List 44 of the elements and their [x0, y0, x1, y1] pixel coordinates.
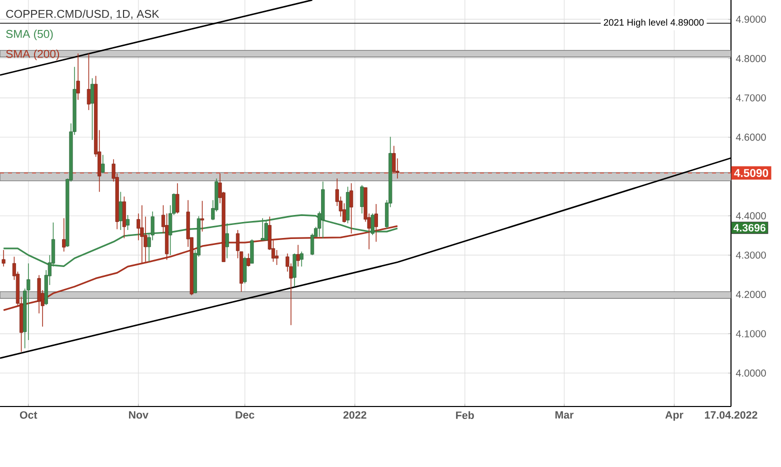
ref-line-label: 2021 High level 4.89000 — [604, 18, 704, 28]
y-tick-label: 4.2000 — [736, 290, 766, 298]
candlestick — [62, 218, 66, 252]
candlestick — [126, 214, 130, 230]
x-tick-label: 17.04.2022 — [704, 411, 758, 419]
annotation: 4.3696 — [733, 224, 766, 232]
y-tick-label: 4.4000 — [736, 212, 766, 220]
y-tick-label: 4.6000 — [736, 134, 766, 141]
y-tick-label: 4.7000 — [736, 94, 766, 102]
candlestick — [243, 256, 247, 284]
candlestick — [200, 200, 204, 232]
x-tick-label: Feb — [456, 411, 474, 420]
candlestick — [360, 184, 364, 214]
x-tick-label: Mar — [555, 411, 574, 419]
candlestick — [264, 220, 268, 241]
x-tick-label: Oct — [20, 411, 38, 419]
candlestick — [300, 251, 304, 267]
candlestick — [118, 191, 122, 230]
text: COPPER.CMD/USD, 1D, ASK — [6, 10, 160, 20]
text: SMA (200) — [6, 50, 60, 60]
candlestick — [2, 250, 6, 267]
y-tick-label: 4.0000 — [736, 370, 766, 377]
candlestick — [90, 78, 94, 140]
y-tick-label: 4.1000 — [736, 330, 766, 338]
candlestick — [101, 154, 105, 174]
candlestick — [225, 222, 229, 259]
candlestick — [86, 53, 91, 110]
text: SMA (50) — [6, 30, 53, 40]
x-tick-label: Dec — [236, 411, 254, 419]
ref-line-label: 4.5090 — [734, 168, 768, 177]
y-tick-label: 4.8000 — [736, 55, 766, 62]
x-tick-label: Nov — [129, 411, 148, 419]
candlestick — [260, 218, 264, 241]
candlestick — [76, 53, 80, 100]
candlestick — [296, 244, 300, 267]
x-tick-label: Apr — [665, 411, 684, 421]
x-tick-label: 2022 — [343, 411, 366, 419]
candlestick — [176, 182, 180, 214]
candlestick — [250, 239, 254, 264]
y-tick-label: 4.9000 — [736, 16, 766, 23]
y-tick-label: 4.3000 — [736, 252, 766, 259]
candlestick — [246, 253, 250, 267]
candlestick — [292, 253, 296, 287]
candlestick — [274, 250, 279, 266]
